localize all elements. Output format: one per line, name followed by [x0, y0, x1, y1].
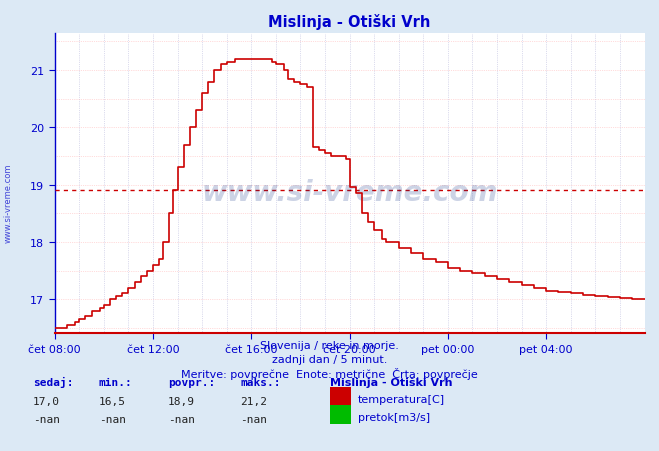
Text: pretok[m3/s]: pretok[m3/s] — [358, 412, 430, 422]
Text: -nan: -nan — [99, 414, 126, 423]
Text: -nan: -nan — [241, 414, 268, 423]
Text: povpr.:: povpr.: — [168, 377, 215, 387]
Text: -nan: -nan — [33, 414, 60, 423]
Text: Meritve: povprečne  Enote: metrične  Črta: povprečje: Meritve: povprečne Enote: metrične Črta:… — [181, 368, 478, 380]
Text: maks.:: maks.: — [241, 377, 281, 387]
Text: 16,5: 16,5 — [99, 396, 126, 405]
Text: 18,9: 18,9 — [168, 396, 195, 405]
Text: sedaj:: sedaj: — [33, 377, 73, 387]
Text: www.si-vreme.com: www.si-vreme.com — [202, 179, 498, 207]
Text: temperatura[C]: temperatura[C] — [358, 394, 445, 404]
Text: 21,2: 21,2 — [241, 396, 268, 405]
Text: www.si-vreme.com: www.si-vreme.com — [3, 163, 13, 243]
Text: Slovenija / reke in morje.: Slovenija / reke in morje. — [260, 341, 399, 350]
Text: Mislinja - Otiški Vrh: Mislinja - Otiški Vrh — [330, 377, 452, 387]
Text: zadnji dan / 5 minut.: zadnji dan / 5 minut. — [272, 354, 387, 364]
Text: min.:: min.: — [99, 377, 132, 387]
Title: Mislinja - Otiški Vrh: Mislinja - Otiški Vrh — [268, 14, 431, 30]
Text: 17,0: 17,0 — [33, 396, 60, 405]
Text: -nan: -nan — [168, 414, 195, 423]
